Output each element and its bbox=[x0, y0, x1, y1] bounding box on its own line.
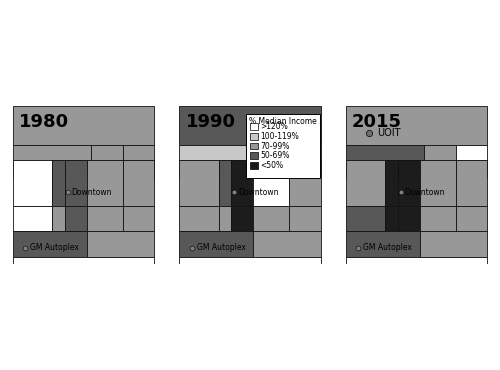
Polygon shape bbox=[86, 206, 123, 231]
Polygon shape bbox=[180, 160, 218, 206]
Text: 1990: 1990 bbox=[186, 113, 236, 131]
Polygon shape bbox=[456, 145, 487, 177]
Polygon shape bbox=[218, 206, 231, 231]
Polygon shape bbox=[456, 206, 487, 231]
Text: GM Autoplex: GM Autoplex bbox=[30, 243, 79, 252]
Polygon shape bbox=[346, 107, 487, 145]
Text: GM Autoplex: GM Autoplex bbox=[196, 243, 246, 252]
Text: 70-99%: 70-99% bbox=[260, 142, 290, 151]
Polygon shape bbox=[13, 160, 52, 177]
Polygon shape bbox=[64, 160, 86, 206]
Polygon shape bbox=[86, 160, 123, 177]
Polygon shape bbox=[253, 160, 290, 177]
Text: % Median Income: % Median Income bbox=[249, 117, 317, 126]
Polygon shape bbox=[64, 160, 86, 177]
Polygon shape bbox=[123, 160, 154, 177]
Polygon shape bbox=[218, 160, 231, 177]
Polygon shape bbox=[13, 206, 52, 231]
FancyBboxPatch shape bbox=[246, 114, 320, 178]
Polygon shape bbox=[290, 160, 320, 177]
Text: <50%: <50% bbox=[260, 161, 284, 170]
Polygon shape bbox=[52, 160, 64, 177]
Text: UOIT: UOIT bbox=[377, 128, 400, 138]
Polygon shape bbox=[218, 160, 231, 206]
Text: 2015: 2015 bbox=[352, 113, 402, 131]
Polygon shape bbox=[258, 145, 290, 177]
Text: Downtown: Downtown bbox=[72, 188, 112, 196]
Polygon shape bbox=[424, 145, 456, 177]
Polygon shape bbox=[420, 160, 456, 206]
Polygon shape bbox=[123, 145, 154, 177]
Text: GM Autoplex: GM Autoplex bbox=[363, 243, 412, 252]
Polygon shape bbox=[253, 231, 320, 257]
Bar bbox=[250, 143, 258, 149]
Polygon shape bbox=[86, 231, 154, 257]
Bar bbox=[250, 133, 258, 139]
Polygon shape bbox=[13, 160, 52, 206]
Polygon shape bbox=[13, 145, 92, 177]
Polygon shape bbox=[52, 160, 64, 206]
Polygon shape bbox=[385, 160, 398, 177]
Polygon shape bbox=[420, 160, 456, 177]
Polygon shape bbox=[180, 231, 253, 257]
Polygon shape bbox=[290, 145, 320, 177]
Polygon shape bbox=[180, 107, 320, 145]
Text: Downtown: Downtown bbox=[404, 188, 445, 196]
Polygon shape bbox=[253, 206, 290, 231]
Polygon shape bbox=[86, 160, 123, 206]
Polygon shape bbox=[420, 231, 487, 257]
Bar bbox=[250, 123, 258, 130]
Polygon shape bbox=[420, 206, 456, 231]
Polygon shape bbox=[346, 257, 487, 263]
Text: >120%: >120% bbox=[260, 122, 288, 131]
Polygon shape bbox=[290, 206, 320, 231]
Text: 1980: 1980 bbox=[19, 113, 70, 131]
Polygon shape bbox=[231, 160, 253, 206]
Polygon shape bbox=[385, 206, 398, 231]
Polygon shape bbox=[180, 160, 218, 177]
Polygon shape bbox=[346, 160, 385, 206]
Polygon shape bbox=[398, 206, 419, 231]
Polygon shape bbox=[123, 160, 154, 206]
Polygon shape bbox=[385, 160, 398, 206]
Polygon shape bbox=[13, 257, 154, 263]
Bar bbox=[250, 152, 258, 159]
Polygon shape bbox=[180, 145, 258, 177]
Polygon shape bbox=[92, 145, 123, 177]
Polygon shape bbox=[346, 231, 420, 257]
Polygon shape bbox=[13, 231, 86, 257]
Polygon shape bbox=[231, 160, 253, 177]
Polygon shape bbox=[231, 206, 253, 231]
Polygon shape bbox=[346, 206, 385, 231]
Polygon shape bbox=[290, 160, 320, 206]
Text: Downtown: Downtown bbox=[238, 188, 279, 196]
Polygon shape bbox=[13, 107, 154, 145]
Polygon shape bbox=[64, 206, 86, 231]
Polygon shape bbox=[346, 145, 424, 177]
Polygon shape bbox=[398, 160, 419, 177]
Polygon shape bbox=[398, 160, 419, 206]
Text: 50-69%: 50-69% bbox=[260, 151, 290, 160]
Polygon shape bbox=[346, 160, 385, 177]
Polygon shape bbox=[456, 160, 487, 206]
Polygon shape bbox=[123, 206, 154, 231]
Bar bbox=[250, 162, 258, 169]
Polygon shape bbox=[180, 206, 218, 231]
Polygon shape bbox=[456, 160, 487, 177]
Polygon shape bbox=[180, 257, 320, 263]
Polygon shape bbox=[253, 160, 290, 206]
Polygon shape bbox=[52, 206, 64, 231]
Text: 100-119%: 100-119% bbox=[260, 132, 300, 141]
